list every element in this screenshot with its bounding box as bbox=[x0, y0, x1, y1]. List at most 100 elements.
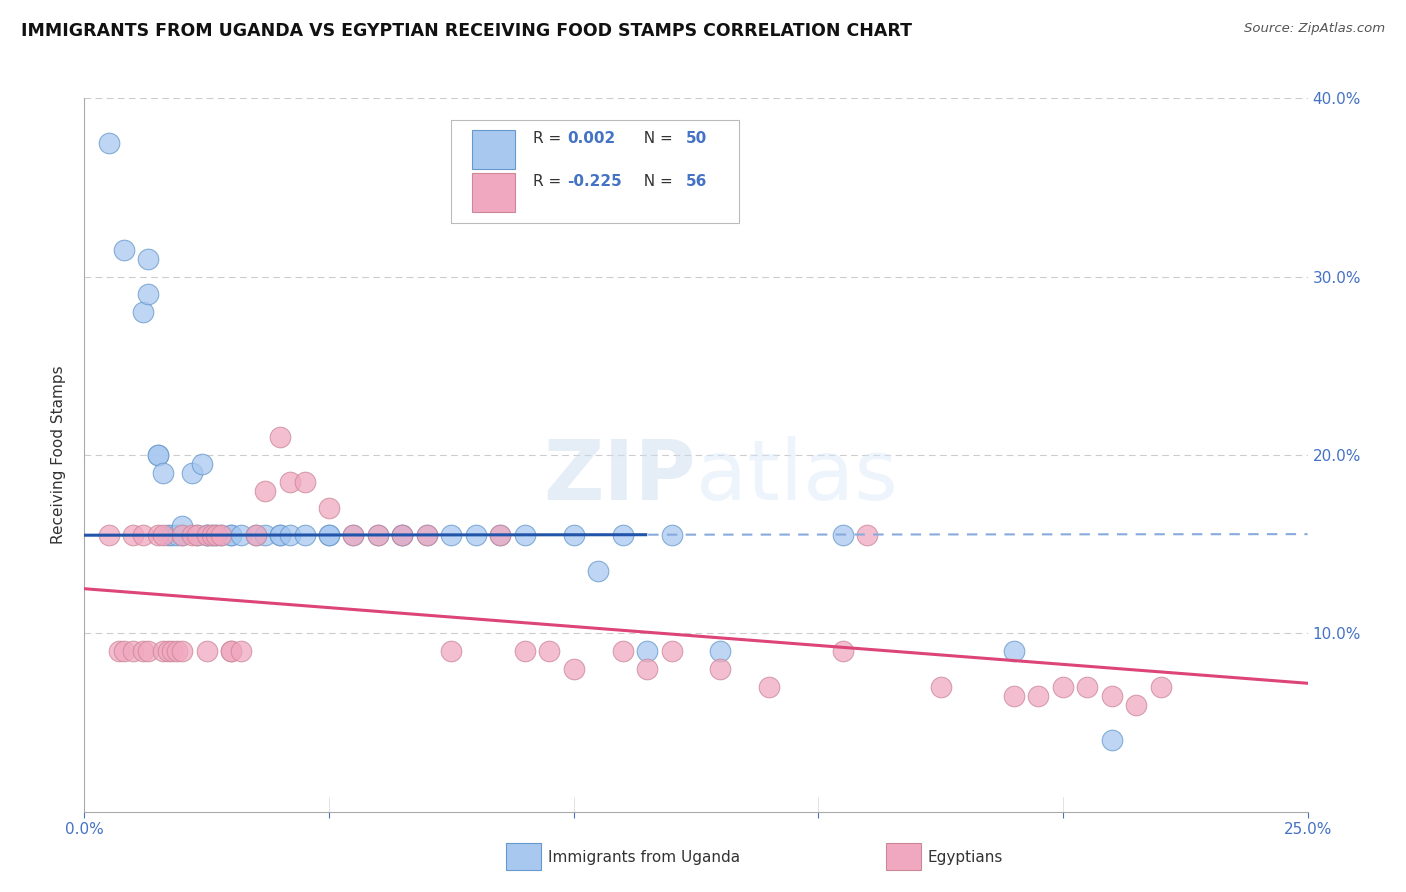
Point bbox=[661, 528, 683, 542]
Point bbox=[391, 528, 413, 542]
Point bbox=[112, 644, 135, 658]
Point bbox=[219, 528, 242, 542]
Point bbox=[391, 528, 413, 542]
Text: 56: 56 bbox=[686, 174, 707, 189]
Text: Source: ZipAtlas.com: Source: ZipAtlas.com bbox=[1244, 22, 1385, 36]
Point bbox=[856, 528, 879, 542]
Point bbox=[538, 644, 561, 658]
Point bbox=[758, 680, 780, 694]
Point bbox=[97, 136, 120, 150]
Point bbox=[636, 644, 658, 658]
Point bbox=[269, 528, 291, 542]
Text: N =: N = bbox=[634, 174, 678, 189]
Point bbox=[195, 528, 218, 542]
Point bbox=[146, 528, 169, 542]
Point bbox=[513, 528, 536, 542]
Point bbox=[132, 644, 155, 658]
Point bbox=[1002, 689, 1025, 703]
Point bbox=[156, 644, 179, 658]
Point bbox=[200, 528, 222, 542]
Point bbox=[229, 528, 252, 542]
Point bbox=[562, 528, 585, 542]
Point bbox=[612, 644, 634, 658]
Point bbox=[186, 528, 208, 542]
Point bbox=[162, 644, 184, 658]
Point bbox=[132, 305, 155, 319]
Point bbox=[831, 644, 853, 658]
Point bbox=[136, 644, 159, 658]
Point bbox=[191, 457, 214, 471]
Point bbox=[440, 644, 463, 658]
Point bbox=[152, 528, 174, 542]
Text: Egyptians: Egyptians bbox=[928, 850, 1004, 865]
Point bbox=[254, 483, 277, 498]
Point bbox=[342, 528, 364, 542]
Text: N =: N = bbox=[634, 131, 678, 146]
Point bbox=[195, 528, 218, 542]
Point bbox=[122, 528, 145, 542]
Text: -0.225: -0.225 bbox=[568, 174, 623, 189]
Point bbox=[195, 528, 218, 542]
Point bbox=[219, 644, 242, 658]
Point bbox=[513, 644, 536, 658]
Point bbox=[318, 528, 340, 542]
FancyBboxPatch shape bbox=[472, 173, 515, 212]
Point bbox=[205, 528, 228, 542]
Point bbox=[278, 475, 301, 489]
Point bbox=[269, 430, 291, 444]
Point bbox=[294, 475, 316, 489]
Point bbox=[245, 528, 267, 542]
Text: 50: 50 bbox=[686, 131, 707, 146]
Point bbox=[1002, 644, 1025, 658]
Point bbox=[416, 528, 439, 542]
Point bbox=[146, 448, 169, 462]
Point bbox=[162, 528, 184, 542]
Point bbox=[172, 528, 194, 542]
Point bbox=[464, 528, 486, 542]
Point bbox=[1028, 689, 1050, 703]
Point bbox=[166, 644, 188, 658]
Text: atlas: atlas bbox=[696, 436, 897, 516]
Point bbox=[1076, 680, 1098, 694]
Point bbox=[661, 644, 683, 658]
Point bbox=[219, 644, 242, 658]
Point bbox=[172, 644, 194, 658]
Point bbox=[181, 466, 204, 480]
Point bbox=[294, 528, 316, 542]
Point bbox=[1052, 680, 1074, 694]
Point bbox=[1125, 698, 1147, 712]
Point bbox=[186, 528, 208, 542]
Point bbox=[229, 644, 252, 658]
FancyBboxPatch shape bbox=[472, 130, 515, 169]
Point bbox=[136, 252, 159, 266]
Point bbox=[107, 644, 129, 658]
Point bbox=[152, 466, 174, 480]
Point bbox=[195, 644, 218, 658]
Point bbox=[929, 680, 952, 694]
Point bbox=[181, 528, 204, 542]
Y-axis label: Receiving Food Stamps: Receiving Food Stamps bbox=[51, 366, 66, 544]
Point bbox=[209, 528, 232, 542]
Point bbox=[122, 644, 145, 658]
Text: ZIP: ZIP bbox=[544, 436, 696, 516]
Point bbox=[205, 528, 228, 542]
Point bbox=[586, 564, 609, 578]
Point bbox=[831, 528, 853, 542]
Text: 0.002: 0.002 bbox=[568, 131, 616, 146]
Point bbox=[245, 528, 267, 542]
Text: R =: R = bbox=[533, 174, 567, 189]
Point bbox=[391, 528, 413, 542]
Point bbox=[172, 519, 194, 533]
Point bbox=[636, 662, 658, 676]
Point bbox=[136, 287, 159, 301]
Text: Immigrants from Uganda: Immigrants from Uganda bbox=[548, 850, 741, 865]
Point bbox=[269, 528, 291, 542]
Point bbox=[254, 528, 277, 542]
Point bbox=[156, 528, 179, 542]
Point bbox=[219, 528, 242, 542]
Point bbox=[709, 644, 731, 658]
Point bbox=[489, 528, 512, 542]
Point bbox=[112, 243, 135, 257]
Point bbox=[1101, 689, 1123, 703]
Point bbox=[1101, 733, 1123, 747]
